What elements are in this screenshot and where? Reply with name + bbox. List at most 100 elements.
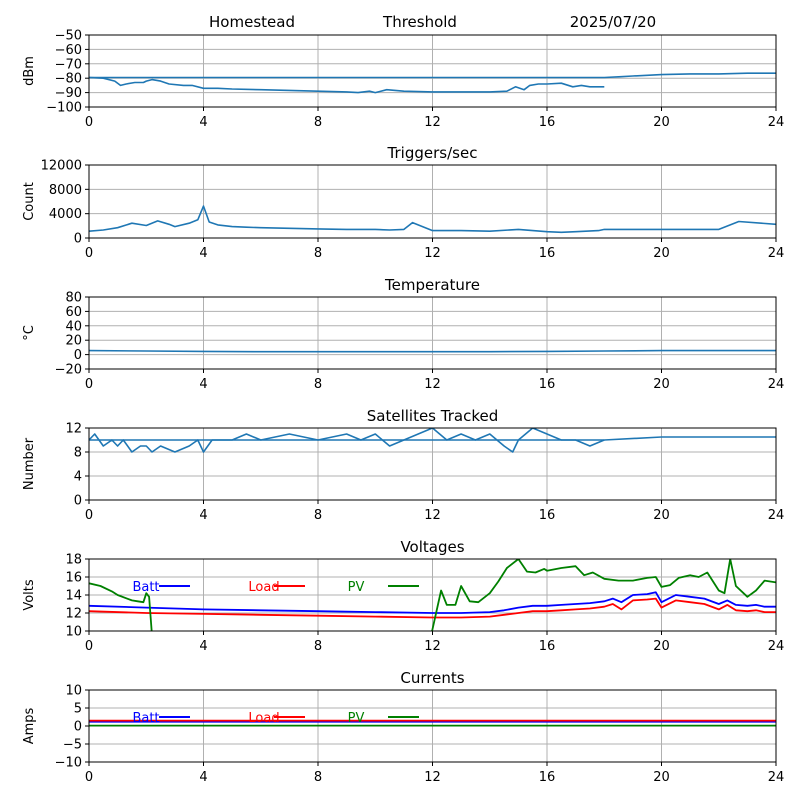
y-tick-label: 12000 xyxy=(41,159,82,174)
series-line-0 xyxy=(89,205,776,234)
y-tick-label: −70 xyxy=(55,57,82,72)
chart-title: Satellites Tracked xyxy=(367,407,498,425)
series-line-1 xyxy=(89,72,776,79)
legend-label-batt: Batt xyxy=(132,580,159,595)
y-tick-label: 80 xyxy=(65,291,82,306)
plot-frame xyxy=(88,558,777,632)
x-tick-label: 20 xyxy=(653,770,670,785)
y-tick-label: 0 xyxy=(74,232,82,247)
plot-frame xyxy=(88,427,777,501)
chart-panel-3: 0 4 8 12 0 4 8 12 16 20 24 Satellites Tracked Number xyxy=(22,407,784,523)
header-mode: Threshold xyxy=(382,13,457,31)
y-tick-label: 16 xyxy=(65,571,82,586)
y-tick-label: 14 xyxy=(65,589,82,604)
y-tick-label: 12 xyxy=(65,607,82,622)
series-line-0 xyxy=(89,76,605,94)
x-tick-label: 0 xyxy=(85,377,93,392)
x-tick-label: 8 xyxy=(314,639,322,654)
x-tick-label: 16 xyxy=(539,377,556,392)
x-tick-label: 8 xyxy=(314,770,322,785)
series-line-pv xyxy=(89,559,776,631)
x-tick-label: 24 xyxy=(768,770,785,785)
y-axis-label: Count xyxy=(22,182,37,221)
x-tick-label: 16 xyxy=(539,770,556,785)
x-tick-label: 12 xyxy=(424,770,441,785)
x-tick-label: 4 xyxy=(199,115,207,130)
x-tick-label: 12 xyxy=(424,377,441,392)
x-tick-label: 0 xyxy=(85,770,93,785)
x-tick-label: 24 xyxy=(768,377,785,392)
legend-label-load: Load xyxy=(248,711,279,726)
y-tick-label: −90 xyxy=(55,86,82,101)
chart-title: Currents xyxy=(400,669,464,687)
chart-panel-5: −10 −5 0 5 10 0 4 8 12 16 20 24 Currents Amps Batt Load… xyxy=(22,669,784,785)
header-site: Homestead xyxy=(209,13,295,31)
legend-label-load: Load xyxy=(248,580,279,595)
x-tick-label: 4 xyxy=(199,246,207,261)
y-tick-label: 10 xyxy=(65,684,82,699)
x-tick-label: 12 xyxy=(424,508,441,523)
y-tick-label: 4 xyxy=(74,470,82,485)
legend-label-batt: Batt xyxy=(132,711,159,726)
x-tick-label: 24 xyxy=(768,639,785,654)
y-tick-label: −10 xyxy=(55,756,82,771)
x-tick-label: 8 xyxy=(314,377,322,392)
y-tick-label: 5 xyxy=(74,702,82,717)
chart-title: Temperature xyxy=(384,276,480,294)
series-line-1 xyxy=(89,436,776,441)
x-tick-label: 20 xyxy=(653,639,670,654)
x-tick-label: 12 xyxy=(424,246,441,261)
y-tick-label: 8 xyxy=(74,446,82,461)
y-tick-label: 18 xyxy=(65,553,82,568)
y-tick-label: 0 xyxy=(74,348,82,363)
chart-panel-4: 10 12 14 16 18 0 4 8 12 16 20 24 Voltages Volts Batt Lo… xyxy=(22,538,784,654)
plot-frame xyxy=(88,689,777,763)
y-axis-label: Volts xyxy=(22,579,37,611)
x-tick-label: 0 xyxy=(85,639,93,654)
y-tick-label: 40 xyxy=(65,319,82,334)
x-tick-label: 20 xyxy=(653,377,670,392)
y-tick-label: −5 xyxy=(63,738,82,753)
y-tick-label: 60 xyxy=(65,305,82,320)
chart-panel-1: 0 4000 8000 12000 0 4 8 12 16 20 24 Triggers/sec Cou… xyxy=(22,144,784,261)
x-tick-label: 16 xyxy=(539,639,556,654)
y-tick-label: −20 xyxy=(55,363,82,378)
x-tick-label: 0 xyxy=(85,115,93,130)
plot-frame xyxy=(88,34,777,108)
y-tick-label: −60 xyxy=(55,43,82,58)
plot-frame xyxy=(88,296,777,370)
x-tick-label: 24 xyxy=(768,115,785,130)
x-tick-label: 0 xyxy=(85,246,93,261)
series-line-load xyxy=(89,597,776,619)
plot-frame xyxy=(88,164,777,239)
x-tick-label: 16 xyxy=(539,115,556,130)
x-tick-label: 24 xyxy=(768,508,785,523)
y-tick-label: −100 xyxy=(46,101,82,116)
legend-label-pv: PV xyxy=(348,580,365,595)
x-tick-label: 16 xyxy=(539,246,556,261)
x-tick-label: 4 xyxy=(199,508,207,523)
y-tick-label: 8000 xyxy=(49,183,82,198)
x-tick-label: 8 xyxy=(314,246,322,261)
x-tick-label: 4 xyxy=(199,639,207,654)
y-tick-label: 12 xyxy=(65,422,82,437)
x-tick-label: 16 xyxy=(539,508,556,523)
x-tick-label: 8 xyxy=(314,508,322,523)
y-axis-label: °C xyxy=(22,325,37,341)
x-tick-label: 12 xyxy=(424,639,441,654)
chart-panels: −100−90−80−70−60−500 4 8 12 16 20 24dBm0400080… xyxy=(22,29,784,786)
y-axis-label: dBm xyxy=(22,56,37,86)
y-tick-label: 20 xyxy=(65,334,82,349)
y-axis-label: Number xyxy=(22,437,37,490)
x-tick-label: 24 xyxy=(768,246,785,261)
y-tick-label: −50 xyxy=(55,29,82,44)
x-tick-label: 20 xyxy=(653,508,670,523)
chart-panel-0: −100−90−80−70−60−50 0 4 8 12 16 20 24 dBm xyxy=(22,29,784,131)
y-tick-label: 10 xyxy=(65,625,82,640)
chart-title: Voltages xyxy=(400,538,464,556)
y-axis-label: Amps xyxy=(22,707,37,744)
x-tick-label: 4 xyxy=(199,770,207,785)
x-tick-label: 0 xyxy=(85,508,93,523)
